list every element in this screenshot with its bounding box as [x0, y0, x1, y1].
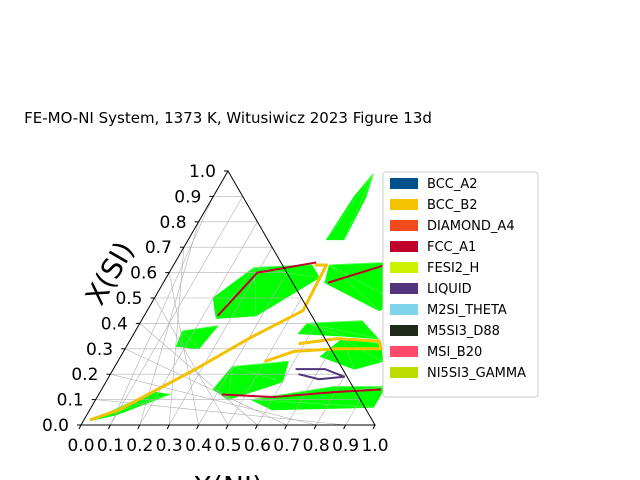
region-hatch	[232, 361, 289, 367]
region-hatch	[342, 338, 355, 370]
legend-entry-label: DIAMOND_A4	[427, 219, 515, 234]
legend-swatch	[390, 241, 418, 252]
legend-swatch	[390, 220, 418, 231]
legend-swatch	[390, 178, 418, 189]
x-tick-mark	[284, 424, 288, 430]
legend-swatch	[390, 367, 418, 378]
gridline	[139, 323, 258, 426]
y-tick-label: 0.7	[145, 238, 172, 258]
legend-entry-label: MSI_B20	[427, 345, 482, 360]
y-tick-label: 0.5	[115, 289, 142, 309]
legend-entry-label: M5SI3_D88	[427, 324, 500, 339]
y-tick-label: 0.6	[130, 264, 157, 284]
x-tick-mark	[166, 424, 170, 430]
chart-title: FE-MO-NI System, 1373 K, Witusiwicz 2023…	[24, 109, 432, 127]
boundary-bcc_b2	[89, 263, 328, 422]
legend-swatch	[390, 304, 418, 315]
x-tick-label: 1.0	[361, 436, 388, 456]
y-tick-label: 1.0	[189, 162, 216, 182]
x-tick-mark	[225, 424, 229, 430]
gridline	[110, 373, 317, 426]
x-tick-mark	[313, 424, 317, 430]
boundary-liquid	[295, 368, 346, 381]
region-hatch	[307, 323, 345, 337]
region-hatch	[329, 262, 390, 266]
legend-swatch	[390, 346, 418, 357]
legend: BCC_A2 BCC_B2 DIAMOND_A4 FCC_A1 FESI2_H LIQUI…	[382, 171, 539, 398]
x-tick-mark	[254, 424, 258, 430]
legend-entry-label: M2SI_THETA	[427, 303, 507, 318]
x-tick-mark	[372, 424, 376, 430]
x-tick-label: 0.6	[244, 436, 271, 456]
y-tick-label: 0.3	[86, 340, 113, 360]
region-right-middle-fan	[319, 338, 383, 370]
x-tick-label: 0.0	[67, 436, 94, 456]
gridline	[168, 247, 273, 426]
x-tick-label: 0.9	[332, 436, 359, 456]
x-tick-mark	[78, 424, 82, 430]
y-tick-label: 0.4	[101, 314, 128, 334]
y-tick-label: 0.8	[160, 213, 187, 233]
boundary-bcc_b2	[264, 337, 383, 363]
x-tick-label: 0.1	[97, 436, 124, 456]
legend-entry-label: LIQUID	[427, 282, 472, 297]
x-tick-label: 0.2	[126, 436, 153, 456]
y-tick-label: 0.0	[42, 416, 69, 436]
y-tick-label: 0.2	[71, 365, 98, 385]
gridline	[124, 348, 287, 426]
x-tick-mark	[107, 424, 111, 430]
region-left-edge-fan	[175, 325, 219, 350]
legend-entry-label: FCC_A1	[427, 240, 476, 255]
boundary-fcc_a1	[216, 261, 317, 317]
tick-labels: 0.00.00.10.10.20.20.30.30.40.40.50.50.60…	[42, 162, 389, 456]
legend-entry-label: BCC_A2	[427, 177, 478, 192]
gridline	[154, 297, 229, 426]
region-hatch	[365, 173, 374, 197]
x-tick-label: 0.5	[214, 436, 241, 456]
gridline	[345, 399, 361, 426]
x-tick-mark	[343, 424, 347, 430]
region-hatch	[326, 173, 374, 240]
x-tick-mark	[196, 424, 200, 430]
legend-swatch	[390, 283, 418, 294]
x-tick-label: 0.3	[156, 436, 183, 456]
x-tick-label: 0.7	[273, 436, 300, 456]
legend-frame	[382, 171, 539, 398]
region-hatch	[307, 323, 378, 339]
legend-entry-label: BCC_B2	[427, 198, 478, 213]
gridline	[257, 323, 317, 426]
x-tick-label: 0.4	[185, 436, 212, 456]
legend-swatch	[390, 199, 418, 210]
gridline	[95, 399, 346, 426]
gridline	[286, 348, 332, 426]
x-tick-mark	[137, 424, 141, 430]
legend-entry-label: NI5SI3_GAMMA	[427, 366, 526, 381]
region-hatch	[182, 330, 199, 349]
x-axis-label: X(NI)	[193, 470, 263, 480]
y-tick-label: 0.9	[174, 187, 201, 207]
region-hatch	[329, 264, 380, 311]
region-hatch	[251, 399, 374, 408]
region-hatch	[343, 173, 374, 240]
x-tick-label: 0.8	[303, 436, 330, 456]
legend-swatch	[390, 325, 418, 336]
legend-entry-label: FESI2_H	[427, 261, 479, 276]
region-hatch	[182, 325, 218, 332]
gridline	[315, 374, 346, 426]
boundary-fcc_a1	[222, 388, 381, 399]
legend-swatch	[390, 262, 418, 273]
tie-line-regions	[92, 173, 395, 421]
gridlines	[95, 196, 361, 426]
y-tick-label: 0.1	[57, 391, 84, 411]
